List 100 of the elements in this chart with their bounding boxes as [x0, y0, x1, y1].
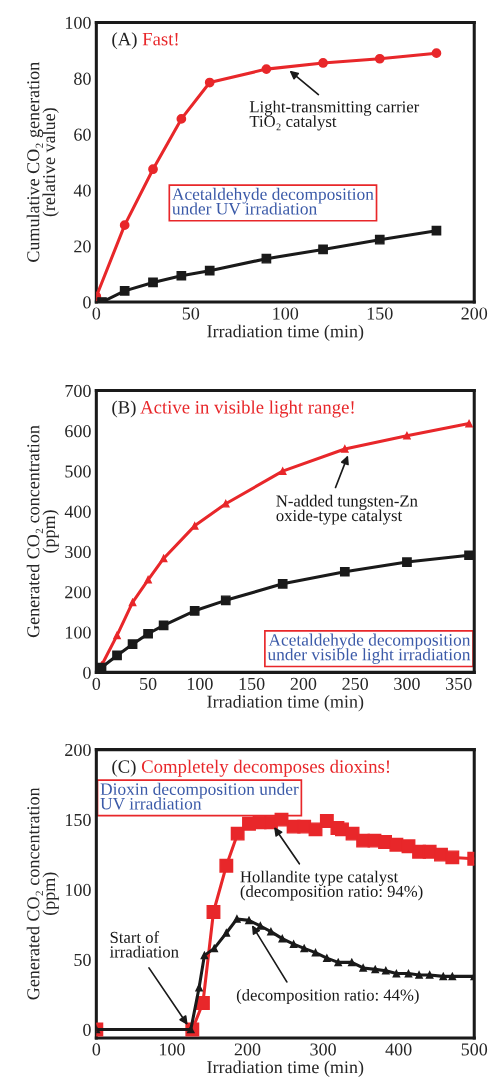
point: [221, 499, 230, 508]
annotation: Acetaldehyde decomposition under visible light irradiation: [267, 633, 471, 664]
y-tick-label: 150: [65, 813, 91, 827]
point: [222, 929, 231, 937]
x-tick-label: 50: [182, 307, 200, 320]
point: [158, 620, 169, 631]
annotation: Active in visible light range!: [140, 400, 354, 418]
y-tick-label: 0: [83, 1023, 91, 1036]
y-tick-label: 400: [64, 505, 91, 518]
x-tick-label: 0: [92, 307, 101, 320]
x-tick-label: 250: [342, 677, 369, 690]
point: [204, 77, 215, 88]
x-tick-label: 200: [290, 677, 317, 690]
point: [190, 522, 199, 530]
y-tick-label: 600: [65, 425, 91, 438]
point: [323, 954, 331, 962]
point: [311, 948, 320, 957]
point: [404, 969, 413, 978]
y-tick-label: 0: [83, 666, 91, 679]
x-tick-label: 50: [140, 677, 157, 690]
point: [144, 575, 152, 584]
point: [297, 819, 312, 834]
y-tick-label: 200: [65, 586, 91, 599]
point: [425, 971, 434, 979]
y-tick-label: 100: [65, 16, 91, 29]
point: [204, 265, 215, 276]
x-tick-label: 500: [461, 1043, 488, 1056]
y-tick-label: 40: [73, 184, 91, 197]
point: [465, 419, 473, 428]
point: [200, 951, 209, 960]
point: [359, 964, 367, 972]
x-tick-label: 200: [234, 1043, 261, 1056]
annotation: Dioxin decomposition under UV irradiation: [100, 782, 299, 810]
point: [392, 969, 401, 978]
x-axis-title: Irradiation time (min): [207, 324, 364, 342]
y-tick-label: 300: [65, 545, 91, 559]
y-tick-label: 80: [74, 72, 91, 85]
annotation: Hollandite type catalyst (decomposition ratio: 94%): [240, 870, 423, 901]
x-tick-label: 100: [159, 1043, 185, 1056]
annotation: N-added tungsten-Zn oxide-type catalyst: [276, 494, 418, 525]
point: [278, 467, 287, 475]
point: [439, 972, 448, 981]
point: [210, 944, 219, 953]
point: [119, 220, 130, 230]
point: [318, 244, 328, 255]
x-axis-title: Irradiation time (min): [207, 1060, 364, 1077]
point: [176, 270, 187, 281]
y-tick-label: 100: [65, 626, 91, 639]
y-axis-title: Cumulative CO₂ generation (relative value): [26, 62, 59, 262]
point: [113, 631, 121, 640]
point: [289, 940, 298, 948]
point: [189, 605, 200, 616]
x-tick-label: 300: [394, 677, 420, 690]
point: [219, 858, 234, 873]
point: [256, 922, 265, 930]
y-tick-label: 0: [83, 296, 91, 309]
point: [159, 554, 168, 563]
point: [402, 557, 412, 567]
point: [112, 650, 122, 661]
point: [261, 253, 272, 264]
y-tick-label: 100: [65, 883, 91, 897]
point: [278, 934, 287, 943]
point: [318, 58, 328, 68]
point: [274, 812, 289, 827]
point: [431, 225, 442, 236]
point: [267, 927, 275, 936]
point: [445, 850, 460, 865]
x-axis-title: Irradiation time (min): [207, 695, 364, 712]
point: [371, 965, 380, 974]
point: [233, 915, 241, 923]
annotation: (A): [112, 32, 137, 50]
x-tick-label: 150: [239, 677, 265, 690]
y-tick-label: 50: [74, 953, 91, 967]
point: [431, 48, 442, 59]
point: [220, 595, 231, 606]
point: [339, 566, 350, 577]
annotation: Fast!: [142, 32, 178, 46]
point: [334, 958, 343, 967]
y-tick-label: 200: [65, 743, 91, 757]
annotation: Start of irradiation: [109, 931, 179, 958]
annotation: Completely decomposes dioxins!: [141, 759, 390, 777]
point: [127, 639, 138, 650]
x-tick-label: 200: [461, 307, 488, 320]
point: [277, 578, 288, 589]
point: [464, 550, 474, 561]
annotation: (C): [112, 759, 136, 777]
point: [448, 972, 457, 981]
point: [195, 996, 210, 1010]
y-axis-title: Generated CO₂ concentration (ppm): [26, 787, 59, 1000]
point: [340, 445, 349, 453]
x-tick-label: 0: [92, 677, 101, 690]
x-tick-label: 300: [310, 1043, 336, 1056]
point: [245, 916, 253, 925]
point: [415, 971, 423, 979]
point: [206, 905, 221, 919]
y-tick-label: 500: [65, 465, 91, 478]
annotation: (decomposition ratio: 44%): [236, 988, 419, 1005]
point: [128, 598, 137, 607]
point: [403, 431, 411, 440]
point: [347, 958, 356, 967]
